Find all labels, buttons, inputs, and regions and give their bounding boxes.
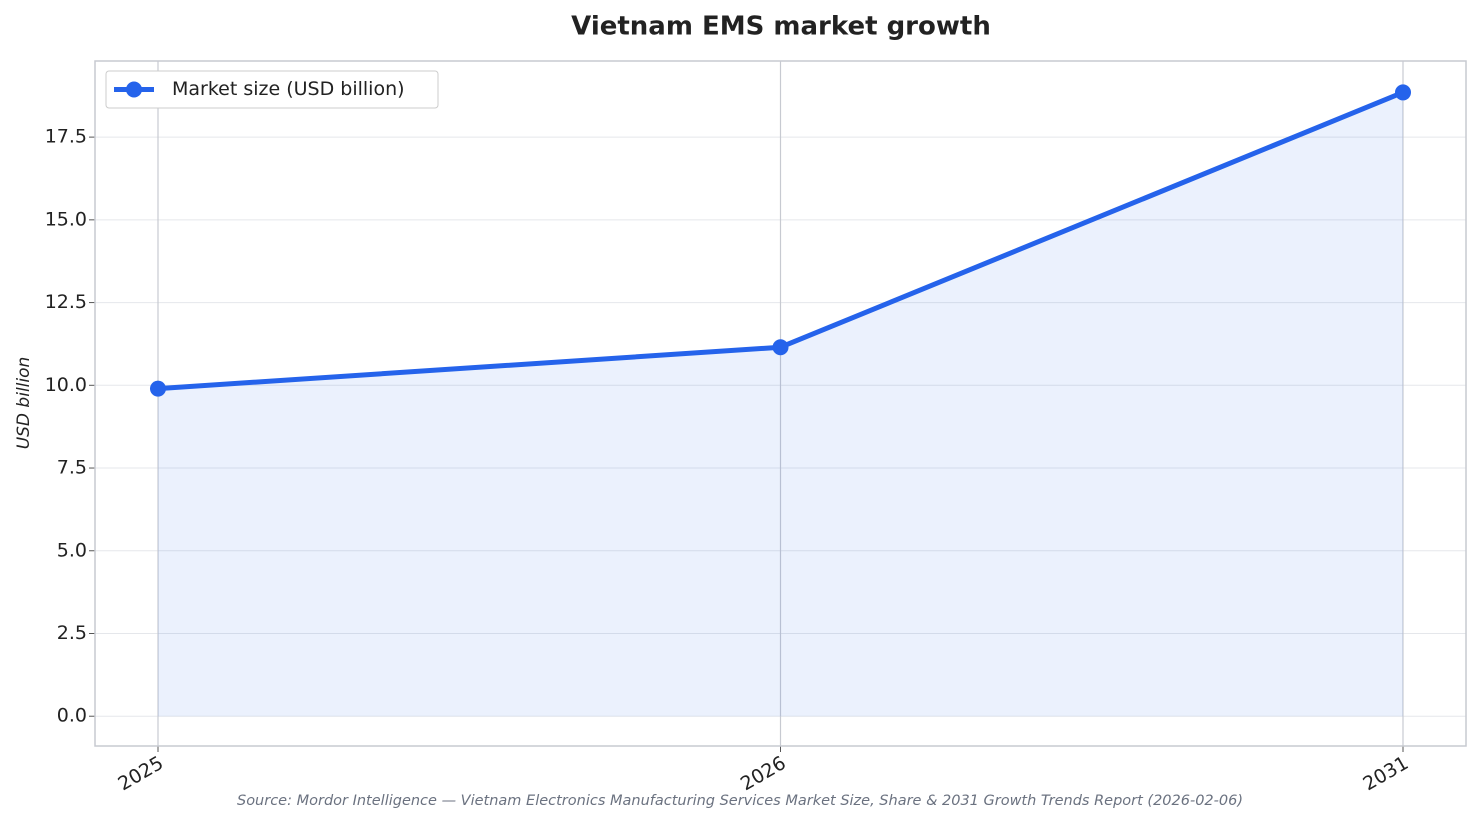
y-tick-label: 5.0 (57, 539, 87, 561)
y-tick-label: 10.0 (45, 374, 87, 396)
x-tick-label: 2031 (1359, 752, 1412, 795)
chart-title: Vietnam EMS market growth (571, 12, 991, 42)
marker (1395, 84, 1411, 101)
legend-marker (126, 81, 142, 98)
y-tick-label: 2.5 (57, 622, 87, 644)
marker (772, 339, 789, 356)
y-tick-label: 17.5 (45, 126, 87, 148)
legend-box (105, 70, 439, 109)
x-tick-label: 2026 (737, 752, 790, 795)
y-tick-label: 15.0 (45, 208, 87, 230)
y-tick-label: 12.5 (45, 291, 87, 313)
y-tick-label: 0.0 (57, 705, 87, 727)
source-note: Source: Mordor Intelligence — Vietnam El… (237, 793, 1243, 809)
legend-label: Market size (USD billion) (172, 78, 405, 100)
x-tick-label: 2025 (114, 752, 167, 795)
y-axis-label: USD billion (14, 357, 34, 450)
area (158, 92, 1403, 717)
plot-frame (94, 60, 1467, 747)
marker (150, 380, 166, 397)
y-tick-label: 7.5 (57, 457, 87, 479)
